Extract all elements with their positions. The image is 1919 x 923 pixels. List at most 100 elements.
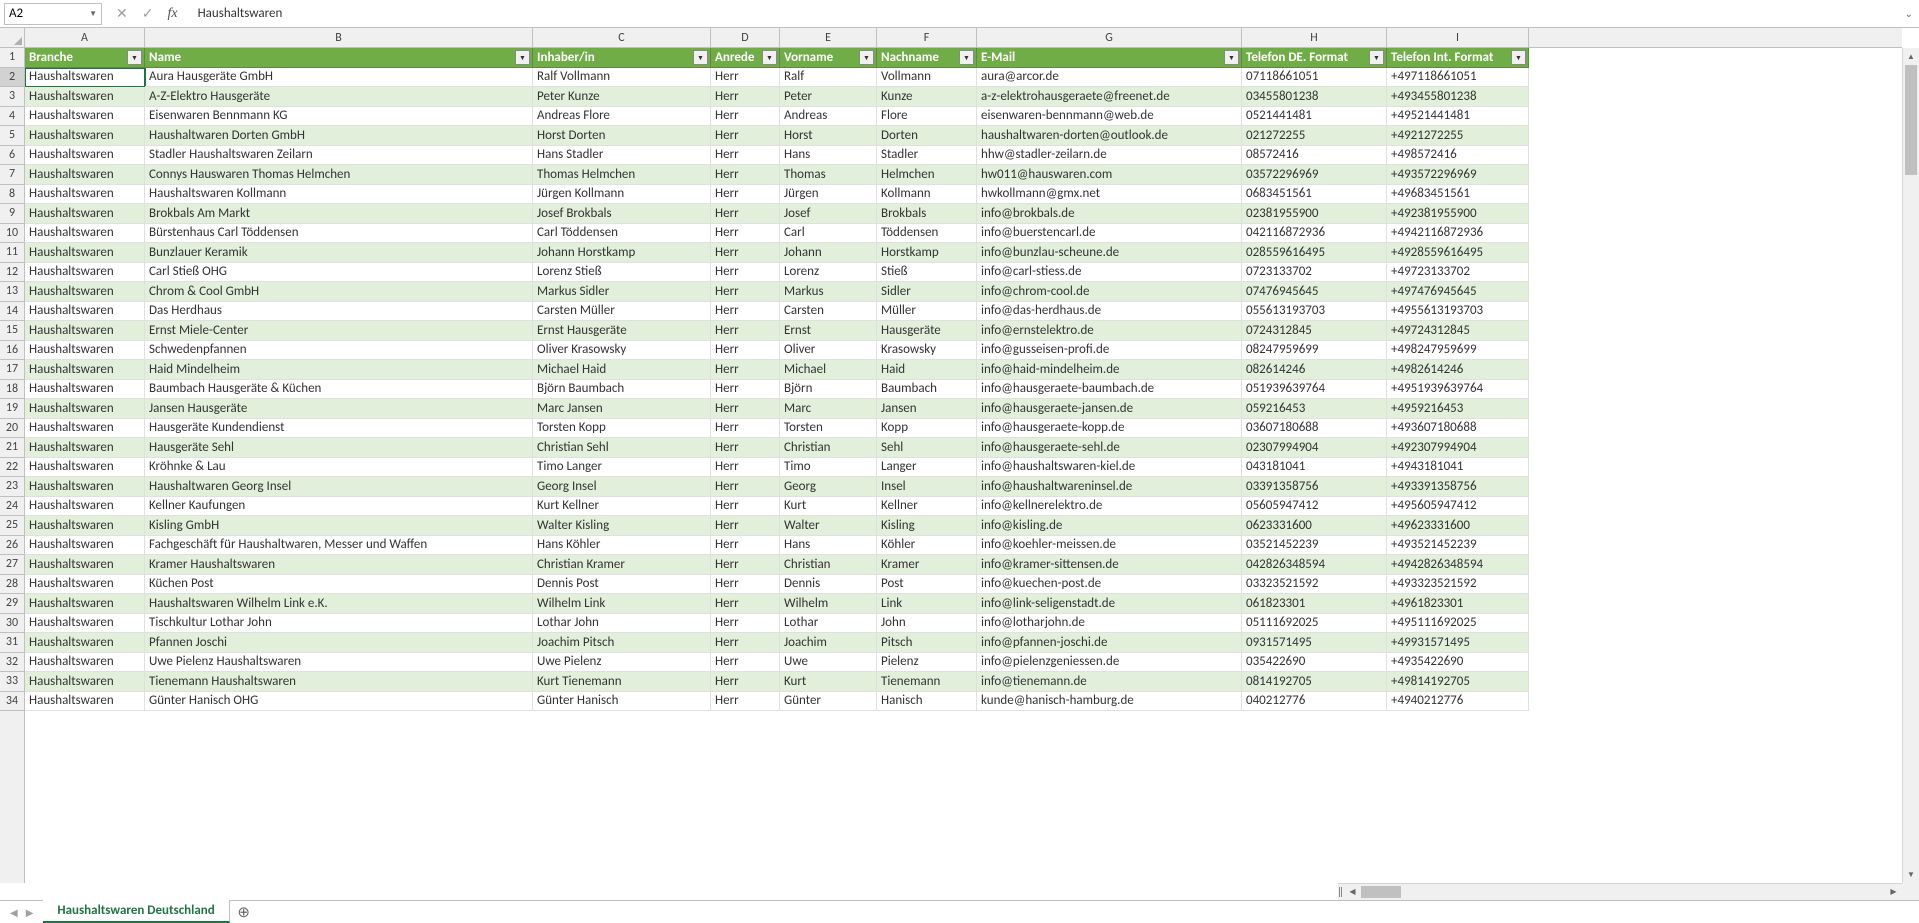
row-header[interactable]: 18 <box>0 380 24 400</box>
row-header[interactable]: 11 <box>0 243 24 263</box>
table-cell[interactable]: Müller <box>877 302 977 322</box>
row-header[interactable]: 22 <box>0 458 24 478</box>
table-cell[interactable]: Haid <box>877 360 977 380</box>
table-cell[interactable]: Kurt <box>780 497 877 517</box>
table-cell[interactable]: Markus Sidler <box>533 282 711 302</box>
table-cell[interactable]: Haushaltswaren <box>25 165 145 185</box>
filter-dropdown-icon[interactable]: ▼ <box>127 50 142 65</box>
table-cell[interactable]: Herr <box>711 302 780 322</box>
table-cell[interactable]: Haushaltswaren <box>25 692 145 712</box>
row-header[interactable]: 9 <box>0 204 24 224</box>
table-cell[interactable]: Haushaltswaren <box>25 341 145 361</box>
table-cell[interactable]: Torsten Kopp <box>533 419 711 439</box>
table-cell[interactable]: Dennis <box>780 575 877 595</box>
table-cell[interactable]: Jürgen <box>780 185 877 205</box>
row-header[interactable]: 5 <box>0 126 24 146</box>
table-cell[interactable]: Horst <box>780 126 877 146</box>
table-cell[interactable]: Haushaltswaren <box>25 653 145 673</box>
table-cell[interactable]: info@tienemann.de <box>977 672 1242 692</box>
table-cell[interactable]: Töddensen <box>877 224 977 244</box>
table-cell[interactable]: Lorenz <box>780 263 877 283</box>
table-cell[interactable]: Haushaltswaren Kollmann <box>145 185 533 205</box>
table-cell[interactable]: Oliver <box>780 341 877 361</box>
table-cell[interactable]: Johann <box>780 243 877 263</box>
table-cell[interactable]: 0723133702 <box>1242 263 1387 283</box>
table-cell[interactable]: Herr <box>711 165 780 185</box>
tab-nav-next-icon[interactable]: ▶ <box>26 906 34 919</box>
table-cell[interactable]: +493572296969 <box>1387 165 1529 185</box>
table-cell[interactable]: Kurt Tienemann <box>533 672 711 692</box>
filter-dropdown-icon[interactable]: ▼ <box>859 50 874 65</box>
cancel-icon[interactable]: ✕ <box>116 5 128 22</box>
table-cell[interactable]: Haushaltswaren <box>25 107 145 127</box>
table-cell[interactable]: Michael Haid <box>533 360 711 380</box>
table-cell[interactable]: Sehl <box>877 438 977 458</box>
table-cell[interactable]: Carl Stieß OHG <box>145 263 533 283</box>
row-header[interactable]: 6 <box>0 146 24 166</box>
table-cell[interactable]: +49814192705 <box>1387 672 1529 692</box>
table-cell[interactable]: 082614246 <box>1242 360 1387 380</box>
table-cell[interactable]: Herr <box>711 263 780 283</box>
vertical-scrollbar[interactable]: ▲ ▼ <box>1902 48 1919 883</box>
table-cell[interactable]: info@bunzlau-scheune.de <box>977 243 1242 263</box>
table-cell[interactable]: +4928559616495 <box>1387 243 1529 263</box>
table-cell[interactable]: +4943181041 <box>1387 458 1529 478</box>
column-header[interactable]: E <box>780 28 877 47</box>
table-cell[interactable]: Björn <box>780 380 877 400</box>
table-cell[interactable]: Peter <box>780 87 877 107</box>
name-box-dropdown-icon[interactable]: ▼ <box>89 9 97 19</box>
table-cell[interactable]: Haushaltswaren <box>25 458 145 478</box>
table-cell[interactable]: Kellner Kaufungen <box>145 497 533 517</box>
vscroll-thumb[interactable] <box>1905 65 1917 175</box>
table-cell[interactable]: Jansen Hausgeräte <box>145 399 533 419</box>
table-cell[interactable]: Haushaltswaren <box>25 575 145 595</box>
table-cell[interactable]: Marc Jansen <box>533 399 711 419</box>
table-cell[interactable]: Herr <box>711 555 780 575</box>
table-cell[interactable]: +4959216453 <box>1387 399 1529 419</box>
table-cell[interactable]: Kisling <box>877 516 977 536</box>
table-cell[interactable]: Pfannen Joschi <box>145 633 533 653</box>
table-cell[interactable]: 051939639764 <box>1242 380 1387 400</box>
filter-dropdown-icon[interactable]: ▼ <box>693 50 708 65</box>
table-header-cell[interactable]: Branche▼ <box>25 48 145 68</box>
table-cell[interactable]: Haushaltswaren <box>25 185 145 205</box>
table-cell[interactable]: +498572416 <box>1387 146 1529 166</box>
table-cell[interactable]: +49623331600 <box>1387 516 1529 536</box>
table-cell[interactable]: Herr <box>711 224 780 244</box>
row-header[interactable]: 31 <box>0 633 24 653</box>
table-cell[interactable]: Uwe <box>780 653 877 673</box>
scroll-left-icon[interactable]: ◀ <box>1344 884 1361 900</box>
table-cell[interactable]: Oliver Krasowsky <box>533 341 711 361</box>
table-cell[interactable]: Kopp <box>877 419 977 439</box>
row-header[interactable]: 4 <box>0 107 24 127</box>
table-cell[interactable]: Wilhelm <box>780 594 877 614</box>
table-cell[interactable]: Hans Stadler <box>533 146 711 166</box>
table-cell[interactable]: Haushaltswaren <box>25 302 145 322</box>
row-header[interactable]: 24 <box>0 497 24 517</box>
table-header-cell[interactable]: E-Mail▼ <box>977 48 1242 68</box>
filter-dropdown-icon[interactable]: ▼ <box>515 50 530 65</box>
table-cell[interactable]: Haushaltswaren <box>25 419 145 439</box>
table-cell[interactable]: 05111692025 <box>1242 614 1387 634</box>
table-cell[interactable]: info@lotharjohn.de <box>977 614 1242 634</box>
table-cell[interactable]: info@hausgeraete-sehl.de <box>977 438 1242 458</box>
row-header[interactable]: 19 <box>0 399 24 419</box>
table-cell[interactable]: Herr <box>711 536 780 556</box>
table-header-cell[interactable]: Vorname▼ <box>780 48 877 68</box>
table-cell[interactable]: Herr <box>711 419 780 439</box>
table-cell[interactable]: hw011@hauswaren.com <box>977 165 1242 185</box>
table-cell[interactable]: Haushaltswaren <box>25 380 145 400</box>
table-cell[interactable]: Insel <box>877 477 977 497</box>
table-cell[interactable]: Tienemann <box>877 672 977 692</box>
row-header[interactable]: 25 <box>0 516 24 536</box>
table-cell[interactable]: Haushaltswaren <box>25 282 145 302</box>
table-cell[interactable]: Günter <box>780 692 877 712</box>
table-cell[interactable]: Torsten <box>780 419 877 439</box>
table-cell[interactable]: 042116872936 <box>1242 224 1387 244</box>
table-cell[interactable]: 05605947412 <box>1242 497 1387 517</box>
formula-expand-icon[interactable]: ⌄ <box>1899 7 1919 20</box>
table-cell[interactable]: Haushaltwaren Dorten GmbH <box>145 126 533 146</box>
table-cell[interactable]: Das Herdhaus <box>145 302 533 322</box>
row-header[interactable]: 16 <box>0 341 24 361</box>
table-cell[interactable]: Haushaltswaren <box>25 497 145 517</box>
